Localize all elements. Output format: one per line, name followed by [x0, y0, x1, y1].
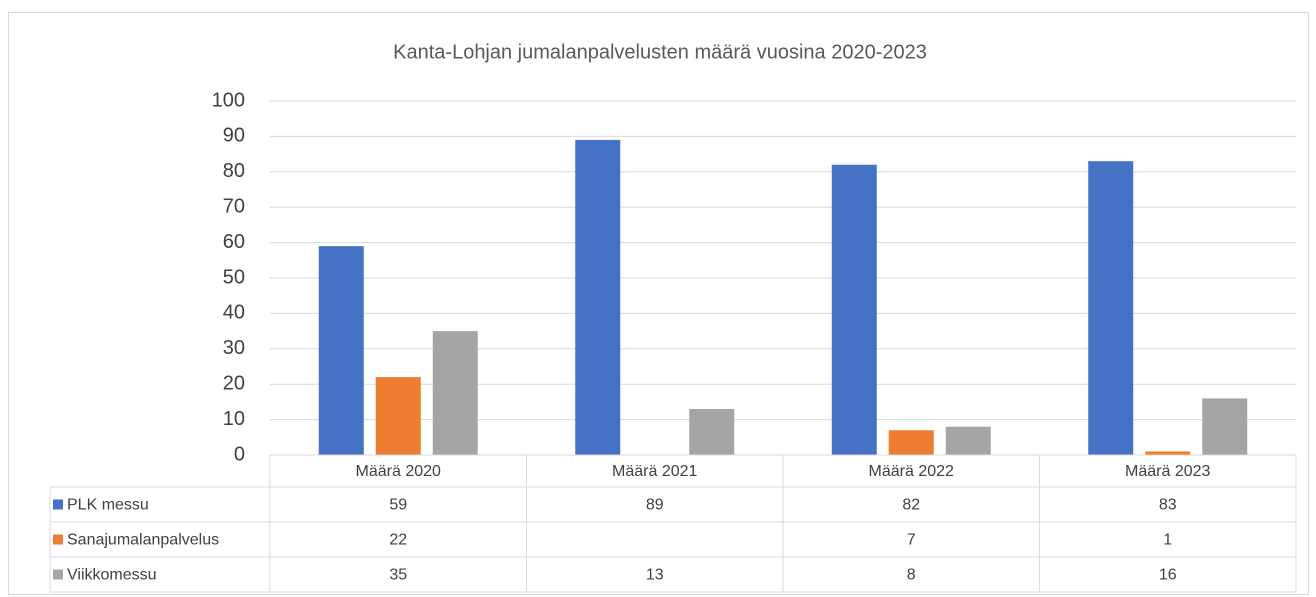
- y-tick-label: 100: [212, 89, 245, 111]
- x-tick-label: Määrä 2021: [612, 463, 697, 480]
- table-value: 89: [646, 497, 664, 514]
- legend-key: [53, 569, 63, 580]
- table-value: 82: [902, 497, 920, 514]
- y-tick-label: 0: [234, 443, 245, 465]
- table-value: 22: [389, 532, 407, 549]
- x-tick-label: Määrä 2020: [356, 463, 441, 480]
- legend-key: [53, 534, 63, 545]
- table-value: 7: [907, 532, 916, 549]
- table-value: 59: [389, 497, 407, 514]
- y-tick-label: 80: [223, 160, 245, 182]
- table-value: 16: [1159, 567, 1177, 584]
- bar: [1088, 161, 1134, 455]
- legend-label: Viikkomessu: [67, 567, 157, 584]
- table-value: 13: [646, 567, 664, 584]
- table-value: 35: [389, 567, 407, 584]
- bar: [831, 164, 877, 455]
- bar: [318, 246, 364, 455]
- y-tick-label: 10: [223, 408, 245, 430]
- bar: [945, 426, 991, 455]
- y-tick-label: 60: [223, 231, 245, 253]
- x-tick-label: Määrä 2022: [869, 463, 954, 480]
- legend-label: Sanajumalanpalvelus: [67, 532, 219, 549]
- bar: [575, 139, 621, 455]
- table-value: 1: [1163, 532, 1172, 549]
- chart-title: Kanta-Lohjan jumalanpalvelusten määrä vu…: [393, 41, 927, 63]
- bar: [432, 331, 478, 455]
- bar: [1202, 398, 1248, 455]
- y-tick-label: 70: [223, 195, 245, 217]
- bar: [1145, 451, 1191, 455]
- legend-key: [53, 499, 63, 510]
- y-tick-label: 90: [223, 125, 245, 147]
- y-tick-label: 40: [223, 302, 245, 324]
- table-value: 8: [907, 567, 916, 584]
- legend-label: PLK messu: [67, 497, 149, 514]
- table-value: 83: [1159, 497, 1177, 514]
- y-tick-label: 30: [223, 337, 245, 359]
- bar: [689, 408, 735, 455]
- bar: [375, 377, 421, 455]
- x-tick-label: Määrä 2023: [1125, 463, 1210, 480]
- bar: [888, 430, 934, 455]
- y-tick-label: 50: [223, 266, 245, 288]
- y-tick-label: 20: [223, 372, 245, 394]
